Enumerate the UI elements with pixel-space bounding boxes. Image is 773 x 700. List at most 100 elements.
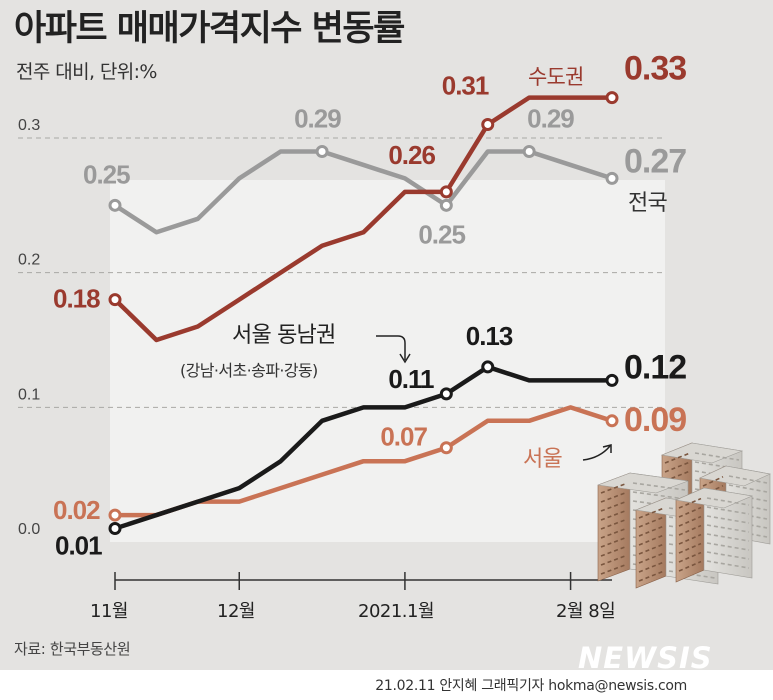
y-tick-label: 0.0 [18, 521, 40, 538]
data-label: 0.25 [83, 159, 130, 189]
page-title: 아파트 매매가격지수 변동률 [14, 9, 405, 49]
data-label: 0.29 [294, 103, 341, 133]
building-roof [660, 442, 744, 464]
y-tick-label: 0.2 [18, 252, 40, 269]
building-windows [694, 452, 740, 461]
gangnam-pointer [376, 335, 406, 360]
building-windows [706, 551, 750, 560]
series-marker [605, 91, 619, 105]
series-name-gangnam: 서울 동남권 [232, 323, 335, 348]
series-marker [522, 144, 536, 158]
building-windows [664, 452, 690, 464]
building-windows [638, 516, 664, 528]
source-note: 자료: 한국부동산원 [14, 640, 131, 658]
series-marker [439, 387, 453, 401]
building-windows [632, 491, 686, 500]
series-line-2 [112, 364, 615, 531]
series-marker [605, 171, 619, 185]
building-windows [678, 533, 702, 545]
series-name-capital: 수도권 [528, 65, 584, 89]
building-windows [600, 563, 628, 575]
building-roof [674, 487, 754, 509]
building-windows [702, 476, 724, 487]
building-windows [600, 545, 628, 557]
series-marker [108, 508, 122, 522]
building-windows [678, 551, 702, 563]
seoul-pointer-head [602, 444, 612, 453]
data-label: 0.13 [466, 321, 513, 351]
series-marker [108, 198, 122, 212]
series-marker [439, 441, 453, 455]
building-windows [678, 506, 702, 518]
y-tick-label: 0.1 [18, 386, 40, 403]
data-label: 0.01 [55, 531, 102, 561]
building-windows [706, 497, 750, 506]
plot-area [110, 180, 665, 542]
series-marker [439, 185, 453, 199]
series-marker [315, 144, 329, 158]
data-label: 0.33 [624, 50, 686, 88]
series-marker [439, 198, 453, 212]
building-windows [678, 515, 702, 527]
data-label: 0.25 [418, 219, 465, 249]
series-note-gangnam: (강남·서초·송파·강동) [180, 361, 318, 380]
x-tick-label: 2021.1월 [358, 601, 434, 622]
series-marker [108, 293, 122, 307]
building-windows [600, 500, 628, 512]
data-label: 0.09 [624, 401, 686, 439]
building-windows [600, 509, 628, 521]
data-label: 0.18 [53, 284, 100, 314]
x-tick-label: 2월 8일 [556, 601, 615, 622]
building-windows [638, 507, 664, 519]
series-marker [481, 118, 495, 132]
series-marker [605, 373, 619, 387]
data-label: 0.31 [442, 71, 489, 101]
series-marker [481, 360, 495, 374]
chart-subtitle: 전주 대비, 단위:% [16, 61, 157, 83]
series-line-0 [112, 95, 615, 343]
data-label: 0.29 [527, 103, 574, 133]
building-windows [706, 515, 750, 524]
building-windows [600, 527, 628, 539]
data-label: 0.11 [388, 364, 434, 394]
building-windows [638, 543, 664, 555]
building-windows [706, 533, 750, 542]
series-marker [605, 414, 619, 428]
building-windows [664, 461, 690, 473]
building-windows [638, 552, 664, 564]
building-windows [678, 542, 702, 554]
building-windows [664, 470, 690, 482]
byline-credit: 21.02.11 안지혜 그래픽기자 hokma@newsis.com [375, 678, 687, 694]
building-windows [706, 524, 750, 533]
data-label: 0.02 [53, 495, 100, 525]
building-windows [600, 554, 628, 566]
gangnam-pointer-head [399, 353, 411, 364]
building-windows [600, 491, 628, 503]
data-label: 0.12 [624, 348, 686, 386]
building-windows [706, 506, 750, 515]
building-windows [678, 497, 702, 509]
building-windows [638, 525, 664, 537]
building-windows [632, 482, 686, 491]
series-name-nation: 전국 [628, 191, 667, 216]
series-name-seoul: 서울 [523, 447, 562, 472]
building-roof [597, 472, 689, 494]
building-windows [638, 534, 664, 546]
building-windows [600, 518, 628, 530]
building-windows [678, 524, 702, 536]
building-windows [638, 570, 664, 582]
newsis-watermark: NEWSIS [578, 641, 713, 675]
x-tick-label: 12월 [217, 601, 255, 622]
data-label: 0.07 [380, 422, 427, 452]
building-windows [600, 482, 628, 494]
building-windows [600, 536, 628, 548]
building-windows [678, 560, 702, 572]
series-marker [108, 522, 122, 536]
apartment-buildings-illustration [597, 442, 771, 589]
data-label: 0.27 [624, 142, 686, 180]
data-label: 0.26 [388, 140, 435, 170]
seoul-pointer [582, 445, 611, 461]
building-windows [706, 542, 750, 551]
x-tick-label: 11월 [90, 601, 128, 622]
